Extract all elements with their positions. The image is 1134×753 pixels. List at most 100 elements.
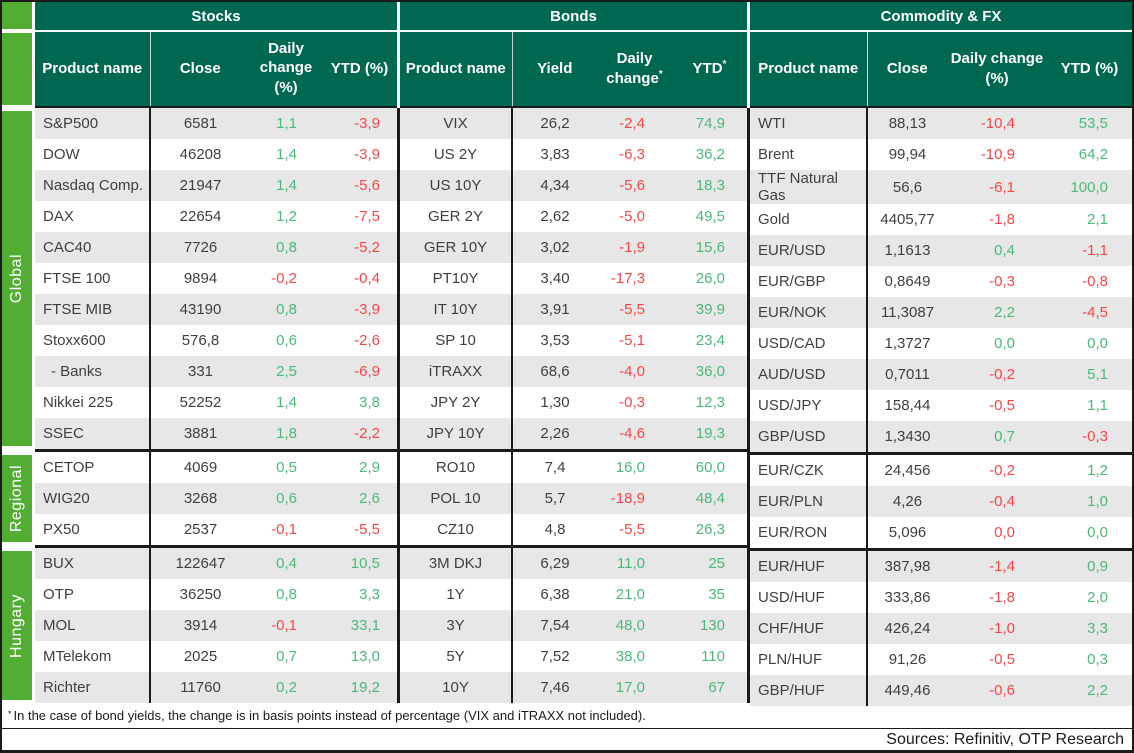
ytd-cell: -3,9 <box>322 107 397 139</box>
ytd-cell: 19,3 <box>672 418 747 451</box>
ytd-cell: -6,9 <box>322 356 397 387</box>
column-header-daily-change: Daily change* <box>597 32 672 108</box>
daily-change-cell: -1,0 <box>947 613 1047 644</box>
footnote-text: In the case of bond yields, the change i… <box>13 708 646 723</box>
table-row: BUX 122647 0,4 10,5 <box>35 545 397 579</box>
daily-change-cell: -1,8 <box>989 589 1015 606</box>
close-cell: 5,7 <box>512 483 597 514</box>
ytd-cell: 19,2 <box>322 672 397 703</box>
close-cell: 3,91 <box>512 294 597 325</box>
daily-change-cell: 0,4 <box>947 235 1047 266</box>
group-label-hungary: Hungary <box>2 551 32 700</box>
ytd-cell: 18,3 <box>672 170 747 201</box>
product-name-cell: SSEC <box>35 418 151 451</box>
table-row: WTI 88,13 -10,4 53,5 <box>750 107 1132 139</box>
ytd-cell: -7,5 <box>354 208 380 225</box>
table-row: RO10 7,4 16,0 60,0 <box>400 449 747 483</box>
cfx-global-rows: WTI 88,13 -10,4 53,5 Brent 99,94 -10,9 64,2 TTF … <box>750 107 1132 454</box>
ytd-cell: -2,6 <box>354 332 380 349</box>
product-name-cell: Stoxx600 <box>35 325 151 356</box>
table-row: 3M DKJ 6,29 11,0 25 <box>400 545 747 579</box>
close-cell: 7,46 <box>512 672 597 703</box>
product-name-cell: Nikkei 225 <box>35 387 151 418</box>
ytd-cell: 74,9 <box>672 107 747 139</box>
table-row: US 10Y 4,34 -5,6 18,3 <box>400 170 747 201</box>
stocks-header: Product name Close Daily change (%) YTD … <box>35 32 397 108</box>
ytd-cell: 60,0 <box>672 449 747 483</box>
daily-change-cell: -0,6 <box>947 675 1047 706</box>
close-cell: 3881 <box>150 418 250 451</box>
table-row: GER 10Y 3,02 -1,9 15,6 <box>400 232 747 263</box>
table-row: TTF Natural Gas 56,6 -6,1 100,0 <box>750 170 1132 204</box>
daily-change-cell: 0,4 <box>250 545 322 579</box>
table-row: PT10Y 3,40 -17,3 26,0 <box>400 263 747 294</box>
close-cell: 1,3727 <box>884 335 931 352</box>
ytd-cell: 33,1 <box>322 610 397 641</box>
ytd-cell: 2,9 <box>322 449 397 483</box>
daily-change-cell: 0,8 <box>276 586 297 603</box>
ytd-cell: -5,5 <box>354 521 380 538</box>
close-cell: 7726 <box>150 232 250 263</box>
product-name-cell: EUR/NOK <box>750 297 868 328</box>
product-name-cell: USD/HUF <box>750 582 868 613</box>
close-cell: 52252 <box>179 394 222 411</box>
daily-change-cell: 38,0 <box>615 648 645 665</box>
bonds-regional-rows: RO10 7,4 16,0 60,0 POL 10 5,7 -18,9 48,4 CZ10 4,8… <box>400 449 747 547</box>
ytd-cell: 35 <box>708 586 725 603</box>
ytd-cell: 64,2 <box>1078 146 1108 163</box>
table-row: EUR/NOK 11,3087 2,2 -4,5 <box>750 297 1132 328</box>
daily-change-cell: -0,1 <box>271 521 297 538</box>
ytd-cell: 5,1 <box>1047 359 1132 390</box>
table-row: OTP 36250 0,8 3,3 <box>35 579 397 610</box>
bonds-global-rows: VIX 26,2 -2,4 74,9 US 2Y 3,83 -6,3 36,2 US 10Y 4,… <box>400 107 747 451</box>
ytd-cell: 12,3 <box>695 394 725 411</box>
section-title: Commodity & FX <box>750 2 1132 32</box>
daily-change-cell: 0,7 <box>276 648 297 665</box>
table-row: PLN/HUF 91,26 -0,5 0,3 <box>750 644 1132 675</box>
ytd-cell: 2,1 <box>1087 211 1108 228</box>
table-row: SP 10 3,53 -5,1 23,4 <box>400 325 747 356</box>
close-cell: 0,7011 <box>867 359 947 390</box>
cfx-hungary-rows: EUR/HUF 387,98 -1,4 0,9 USD/HUF 333,86 -1,8 2,0… <box>750 548 1132 706</box>
table-row: MOL 3914 -0,1 33,1 <box>35 610 397 641</box>
product-name-cell: 10Y <box>400 672 513 703</box>
product-name-cell: 1Y <box>400 579 513 610</box>
close-cell: 576,8 <box>181 332 220 349</box>
daily-change-cell: 1,4 <box>276 146 297 163</box>
product-name-cell: JPY 10Y <box>400 418 513 451</box>
table-row: PX50 2537 -0,1 -5,5 <box>35 514 397 547</box>
table-row: EUR/USD 1,1613 0,4 -1,1 <box>750 235 1132 266</box>
sidebar-segment-title <box>2 2 32 29</box>
ytd-cell: 48,4 <box>672 483 747 514</box>
close-cell: 7,4 <box>512 449 597 483</box>
product-name-cell: USD/CAD <box>750 328 868 359</box>
ytd-cell: 10,5 <box>322 545 397 579</box>
ytd-cell: 26,3 <box>695 521 725 538</box>
ytd-cell: 130 <box>672 610 747 641</box>
product-name-cell: VIX <box>400 107 513 139</box>
close-cell: 43190 <box>150 294 250 325</box>
close-cell: 4405,77 <box>880 211 935 228</box>
close-cell: 36250 <box>179 586 222 603</box>
daily-change-cell: -5,0 <box>619 208 645 225</box>
ytd-cell: 53,5 <box>1047 107 1132 139</box>
close-cell: 11760 <box>150 672 250 703</box>
product-name-cell: DAX <box>35 201 151 232</box>
product-name-cell: Brent <box>750 139 868 170</box>
product-name-cell: RO10 <box>400 449 513 483</box>
table-row: iTRAXX 68,6 -4,0 36,0 <box>400 356 747 387</box>
daily-change-cell: 0,0 <box>994 524 1015 541</box>
daily-change-cell: -10,9 <box>980 146 1015 163</box>
close-cell: 5,096 <box>888 524 927 541</box>
close-cell: 331 <box>150 356 250 387</box>
table-row: FTSE MIB 43190 0,8 -3,9 <box>35 294 397 325</box>
product-name-cell: EUR/RON <box>750 517 868 550</box>
product-name-cell: PLN/HUF <box>750 644 868 675</box>
table-row: EUR/PLN 4,26 -0,4 1,0 <box>750 486 1132 517</box>
close-cell: 333,86 <box>884 589 931 606</box>
ytd-cell: -0,4 <box>354 270 380 287</box>
ytd-cell: 1,1 <box>1087 397 1108 414</box>
product-name-cell: S&P500 <box>35 107 151 139</box>
close-cell: 2,26 <box>512 418 597 451</box>
ytd-cell: -4,5 <box>1047 297 1132 328</box>
